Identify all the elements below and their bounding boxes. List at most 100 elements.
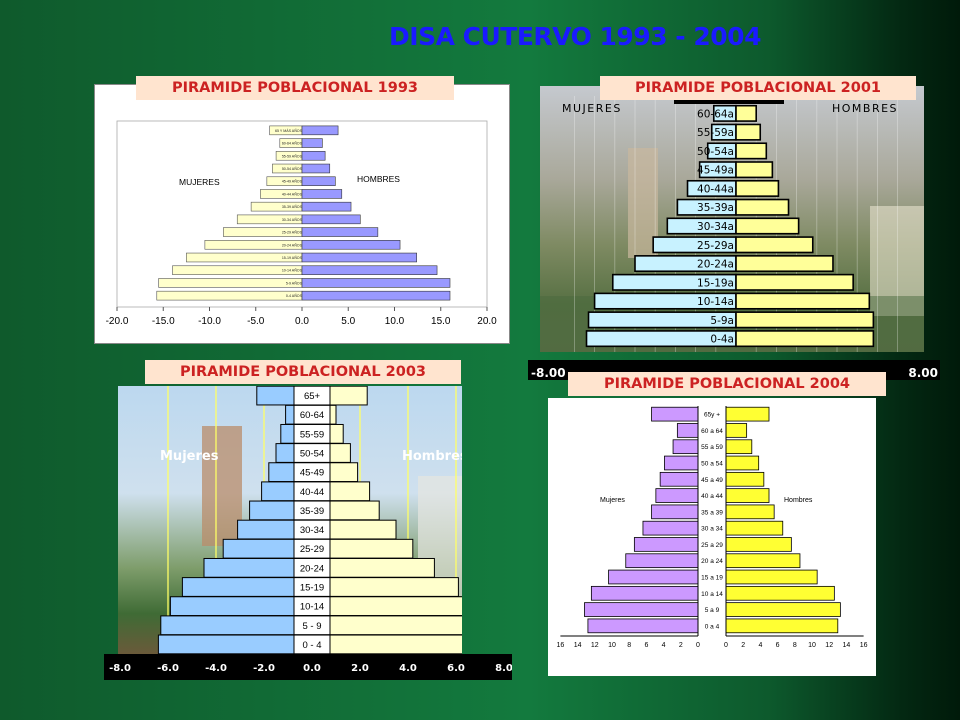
age-group-label: 20-24: [300, 563, 324, 574]
age-group-label: 65 Y MÁS AÑOS: [275, 128, 303, 133]
x-tick-label: -6.0: [157, 663, 179, 674]
series-label-hombres: HOMBRES: [357, 174, 400, 184]
chart-label-2001: PIRAMIDE POBLACIONAL 2001: [600, 76, 916, 100]
bar-mujeres: [160, 615, 313, 636]
x-tick-label: -15.0: [152, 316, 175, 327]
bar-hombres: [725, 406, 770, 422]
x-tick-label: 15.0: [431, 316, 451, 327]
age-group-label: 5-9 AÑOS: [286, 280, 303, 285]
x-tick-label: 6.0: [447, 663, 465, 674]
x-tick-label: 2: [741, 642, 745, 649]
bar-hombres: [735, 236, 814, 254]
age-group-label: 35-39a: [697, 202, 734, 214]
age-group-label: 30-34a: [697, 221, 734, 233]
age-group-label: 65y +: [704, 412, 720, 419]
bar-mujeres: [659, 471, 699, 487]
bar-mujeres: [584, 602, 699, 617]
bar-hombres: [311, 577, 459, 597]
bar-hombres: [725, 471, 765, 487]
age-group-label: 45-49a: [697, 165, 734, 177]
age-group-label: 10 a 14: [701, 591, 723, 598]
age-group-label: 55-59: [300, 429, 324, 440]
age-group-label: 25-29: [300, 544, 324, 555]
bar-mujeres: [587, 618, 699, 634]
bar-hombres: [735, 104, 758, 122]
pyramid-chart-2003: 0 - 4 5 - 9 10-14 15-19 20-24 25-29 30-34 35-39…: [118, 386, 462, 654]
bar-hombres: [735, 292, 871, 310]
age-group-label: 0 - 4: [302, 640, 321, 651]
age-group-label: 40-44a: [697, 183, 734, 195]
bar-hombres: [735, 255, 834, 273]
x-tick-label: 6: [776, 642, 780, 649]
age-group-label: 5 a 9: [705, 607, 720, 614]
age-group-label: 20-24 AÑOS: [282, 242, 303, 247]
age-group-label: 60 a 64: [701, 428, 723, 435]
x-tick-label: 6: [644, 642, 648, 649]
bar-hombres: [311, 615, 462, 636]
age-group-label: 35 a 39: [701, 509, 723, 516]
age-group-label: 50-54 AÑOS: [282, 166, 303, 171]
bar-mujeres: [672, 439, 699, 455]
pyramid-chart-2001: MUJERES HOMBRES 0-4a 5-9a 10-14a 15-19a 20-24a…: [540, 86, 924, 352]
x-tick-label: 8.0: [495, 663, 512, 674]
x-tick-label: 10: [608, 642, 616, 649]
pyramid-chart-1993: -20.0 -15.0 -10.0 -5.0 0.0 5.0 10.0 15.0 20.0 0-4…: [94, 84, 510, 344]
bar-hombres: [725, 455, 760, 471]
x-tick-label: 8.00: [908, 366, 938, 380]
bar-mujeres: [655, 488, 699, 503]
x-tick-label: 16: [860, 642, 868, 649]
side-label-mujeres: MUJERES: [562, 102, 622, 115]
bar-hombres: [725, 618, 839, 634]
bar-hombres: [725, 537, 792, 552]
bar-hombres: [301, 138, 323, 148]
age-group-label: 10-14: [300, 602, 324, 613]
slide-title: DISA CUTERVO 1993 - 2004: [389, 22, 761, 51]
bar-hombres: [301, 125, 339, 136]
bar-hombres: [725, 569, 818, 585]
bar-mujeres: [590, 585, 699, 601]
bar-hombres: [301, 189, 343, 199]
x-tick-label: 8: [793, 642, 797, 649]
age-group-label: 0-4a: [710, 334, 734, 346]
bar-hombres: [725, 439, 753, 455]
series-label-mujeres: MUJERES: [179, 177, 220, 187]
pyramid-2001-axis-svg: -8.00 8.00: [531, 366, 938, 380]
bar-hombres: [311, 596, 462, 617]
bar-hombres: [735, 179, 780, 197]
x-tick-label: 12: [825, 642, 833, 649]
age-group-label: 55 a 59: [701, 444, 723, 451]
x-tick-label: 16: [557, 642, 565, 649]
age-group-label: 5-9a: [710, 315, 734, 327]
age-group-label: 0-4 AÑOS: [286, 293, 303, 298]
x-tick-label: 20.0: [477, 316, 497, 327]
age-group-label: 45-49 AÑOS: [282, 179, 303, 184]
age-group-label: 65+: [304, 391, 321, 402]
bar-mujeres: [608, 569, 699, 585]
x-tick-label: -8.0: [109, 663, 131, 674]
x-tick-label: 0: [696, 642, 700, 649]
age-group-label: 60-64a: [697, 108, 734, 120]
bar-mujeres: [625, 553, 699, 569]
x-tick-label: 5.0: [341, 316, 355, 327]
bar-hombres: [735, 273, 854, 291]
age-group-label: 0 a 4: [705, 623, 720, 630]
age-group-label: 55-59 AÑOS: [282, 153, 303, 158]
bar-hombres: [725, 520, 784, 536]
x-tick-label: 4.0: [399, 663, 417, 674]
age-group-label: 25-29a: [697, 240, 734, 252]
age-group-label: 40 a 44: [701, 493, 723, 500]
bar-hombres: [735, 161, 774, 179]
bar-mujeres: [169, 596, 313, 617]
x-tick-label: -20.0: [106, 316, 129, 327]
bar-mujeres: [676, 423, 699, 438]
pyramid-1993-svg: -20.0 -15.0 -10.0 -5.0 0.0 5.0 10.0 15.0 20.0 0-4…: [106, 120, 497, 327]
x-tick-label: -4.0: [205, 663, 227, 674]
x-tick-label: -8.00: [531, 366, 566, 380]
x-tick-label: -10.0: [198, 316, 221, 327]
age-group-label: 60-64 AÑOS: [282, 141, 303, 146]
bar-hombres: [735, 217, 800, 235]
bar-hombres: [301, 290, 451, 301]
age-group-label: 35-39: [300, 506, 324, 517]
bar-hombres: [735, 123, 762, 141]
bar-hombres: [301, 265, 438, 275]
